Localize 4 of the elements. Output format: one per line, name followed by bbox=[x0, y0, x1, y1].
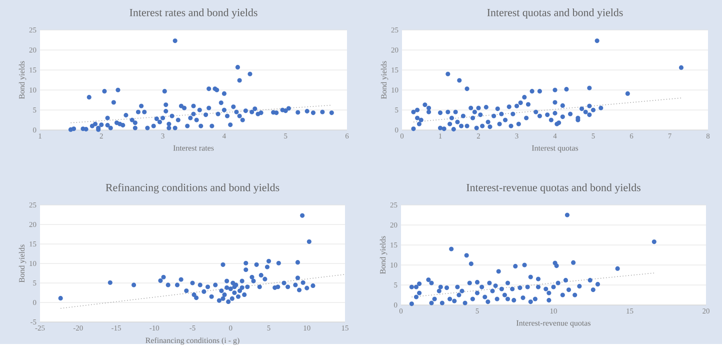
chart-title: Interest quotas and bond yields bbox=[487, 8, 623, 18]
chart-title: Interest-revenue quotas and bond yields bbox=[466, 184, 640, 194]
chart-title: Interest rates and bond yields bbox=[130, 8, 258, 18]
chart-title: Refinancing conditions and bond yields bbox=[106, 183, 280, 194]
